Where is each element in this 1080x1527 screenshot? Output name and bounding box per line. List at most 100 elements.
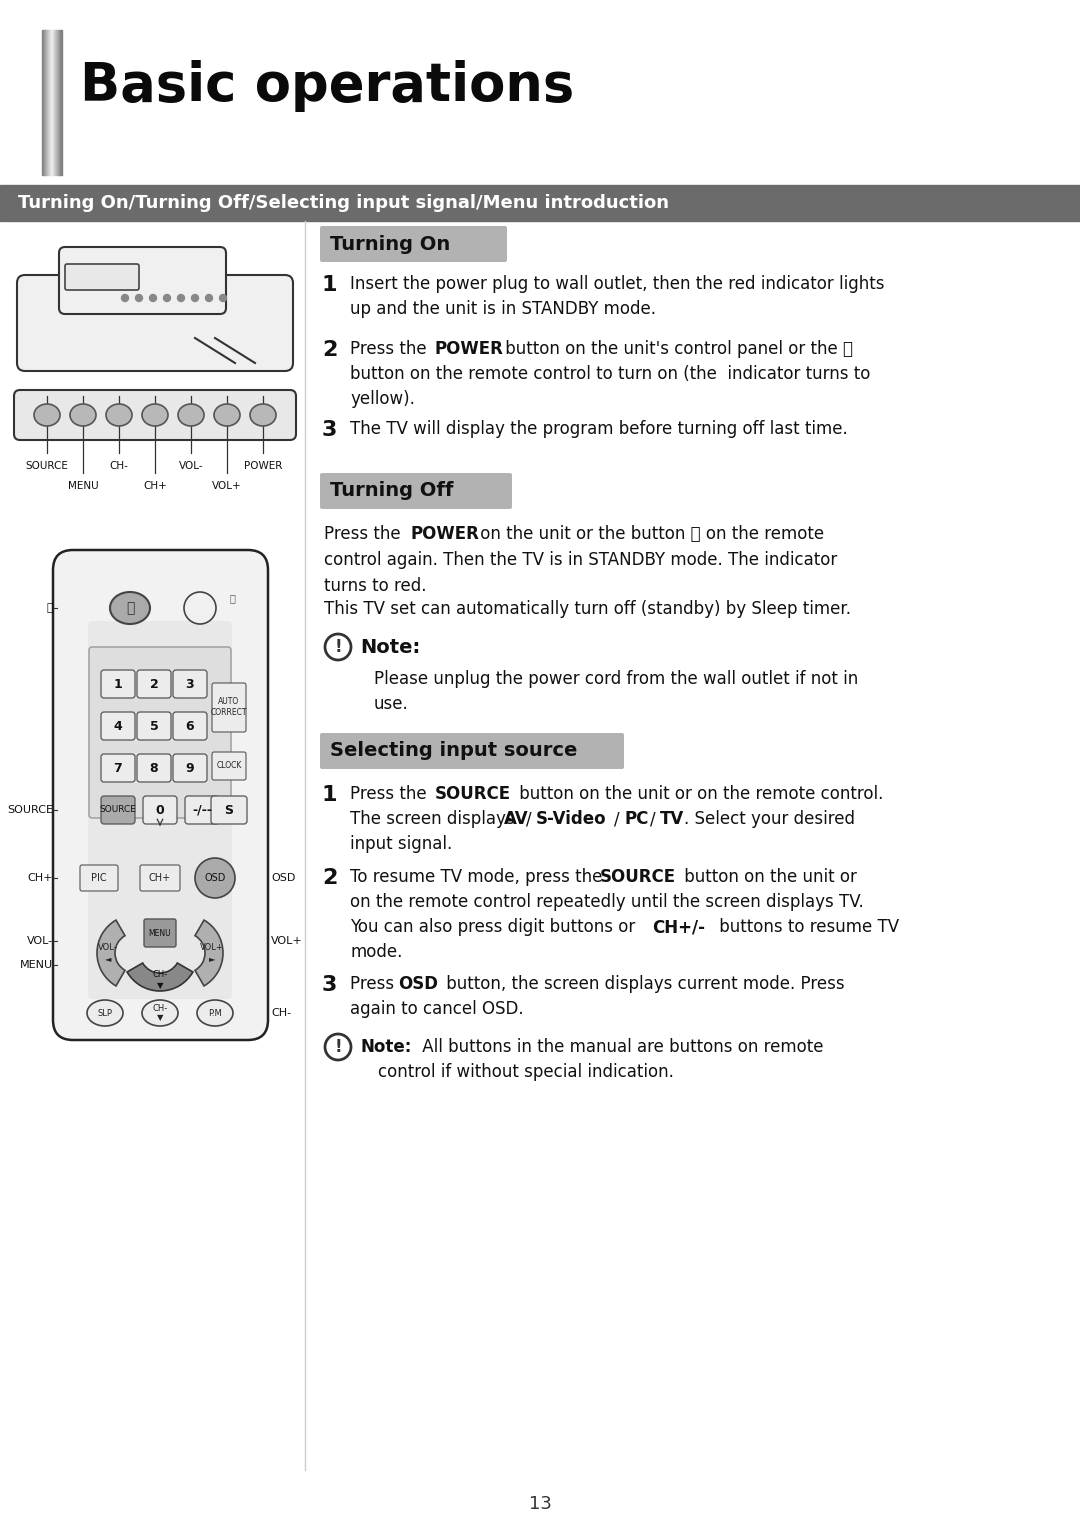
Circle shape [325,1034,351,1060]
Text: VOL+: VOL+ [271,936,302,947]
Text: button on the unit's control panel or the ⏻: button on the unit's control panel or th… [500,341,853,357]
FancyBboxPatch shape [14,389,296,440]
Text: mode.: mode. [350,944,403,960]
Text: VOL-: VOL- [178,461,203,470]
Text: MENU: MENU [149,928,172,938]
Text: 9: 9 [186,762,194,774]
Text: 6: 6 [186,719,194,733]
FancyBboxPatch shape [102,754,135,782]
Circle shape [191,295,199,301]
Text: button, the screen displays current mode. Press: button, the screen displays current mode… [441,976,845,993]
Text: control again. Then the TV is in STANDBY mode. The indicator: control again. Then the TV is in STANDBY… [324,551,837,570]
Text: SOURCE: SOURCE [6,805,53,815]
Circle shape [149,295,157,301]
Text: CH-
▼: CH- ▼ [152,1003,167,1023]
Ellipse shape [141,405,168,426]
Text: 5: 5 [150,719,159,733]
FancyBboxPatch shape [137,670,171,698]
Text: control if without special indication.: control if without special indication. [378,1063,674,1081]
Text: Note:: Note: [360,638,420,657]
Text: PC: PC [624,809,648,828]
FancyBboxPatch shape [53,550,268,1040]
Text: /: / [650,809,656,828]
Circle shape [121,295,129,301]
FancyBboxPatch shape [211,796,247,825]
Text: Turning Off: Turning Off [330,481,454,501]
Text: POWER: POWER [244,461,282,470]
Circle shape [184,592,216,625]
Text: turns to red.: turns to red. [324,577,427,596]
Text: /: / [526,809,531,828]
Text: TV: TV [660,809,685,828]
Text: S: S [225,803,233,817]
Ellipse shape [110,592,150,625]
FancyBboxPatch shape [59,247,226,315]
FancyBboxPatch shape [173,670,207,698]
Text: 2: 2 [322,867,337,889]
FancyBboxPatch shape [102,670,135,698]
FancyBboxPatch shape [144,919,176,947]
FancyBboxPatch shape [143,796,177,825]
FancyBboxPatch shape [87,621,232,999]
Text: input signal.: input signal. [350,835,453,854]
FancyBboxPatch shape [320,226,507,263]
Text: 3: 3 [186,678,194,690]
FancyBboxPatch shape [140,864,180,890]
FancyBboxPatch shape [185,796,219,825]
Text: 4: 4 [113,719,122,733]
Text: VOL-: VOL- [27,936,53,947]
Text: AV: AV [504,809,528,828]
Text: 0: 0 [156,803,164,817]
Text: CH+: CH+ [149,873,171,883]
Circle shape [195,858,235,898]
Ellipse shape [197,1000,233,1026]
Ellipse shape [249,405,276,426]
FancyBboxPatch shape [173,712,207,741]
Text: This TV set can automatically turn off (standby) by Sleep timer.: This TV set can automatically turn off (… [324,600,851,618]
Text: 7: 7 [113,762,122,774]
Text: Please unplug the power cord from the wall outlet if not in
use.: Please unplug the power cord from the wa… [374,670,859,713]
Text: Turning On/Turning Off/Selecting input signal/Menu introduction: Turning On/Turning Off/Selecting input s… [18,194,669,212]
Wedge shape [97,921,125,986]
Text: Press: Press [350,976,400,993]
FancyBboxPatch shape [212,683,246,731]
Circle shape [205,295,213,301]
Text: CH-
▼: CH- ▼ [152,970,167,989]
Text: Selecting input source: Selecting input source [330,742,578,760]
Text: All buttons in the manual are buttons on remote: All buttons in the manual are buttons on… [417,1038,824,1057]
Text: Turning On: Turning On [330,235,450,253]
Text: on the unit or the button ⏻ on the remote: on the unit or the button ⏻ on the remot… [475,525,824,544]
Text: buttons to resume TV: buttons to resume TV [714,918,900,936]
Text: 1: 1 [113,678,122,690]
Text: Insert the power plug to wall outlet, then the red indicator lights
up and the u: Insert the power plug to wall outlet, th… [350,275,885,318]
Text: To resume TV mode, press the: To resume TV mode, press the [350,867,608,886]
Wedge shape [127,964,193,991]
Text: ⏻: ⏻ [46,603,53,612]
FancyBboxPatch shape [80,864,118,890]
Text: !: ! [334,638,341,657]
Text: S-Video: S-Video [536,809,607,828]
Text: 1: 1 [322,275,337,295]
Text: You can also press digit buttons or: You can also press digit buttons or [350,918,640,936]
Text: 3: 3 [322,420,337,440]
FancyBboxPatch shape [212,751,246,780]
Text: 3: 3 [322,976,337,996]
Circle shape [163,295,171,301]
Text: The screen displays: The screen displays [350,809,519,828]
Text: button on the unit or on the remote control.: button on the unit or on the remote cont… [514,785,883,803]
Text: ⏻: ⏻ [125,602,134,615]
Text: MENU: MENU [19,960,53,970]
Text: CH-: CH- [271,1008,292,1019]
Text: Press the: Press the [350,341,432,357]
Circle shape [325,634,351,660]
Text: VOL+: VOL+ [212,481,242,492]
Text: Press the: Press the [350,785,432,803]
Text: SOURCE: SOURCE [26,461,68,470]
Text: on the remote control repeatedly until the screen displays TV.: on the remote control repeatedly until t… [350,893,864,912]
Text: CH+: CH+ [27,873,53,883]
Text: Press the: Press the [324,525,406,544]
Text: POWER: POWER [435,341,504,357]
Text: PIC: PIC [91,873,107,883]
Ellipse shape [141,1000,178,1026]
FancyBboxPatch shape [320,473,512,508]
